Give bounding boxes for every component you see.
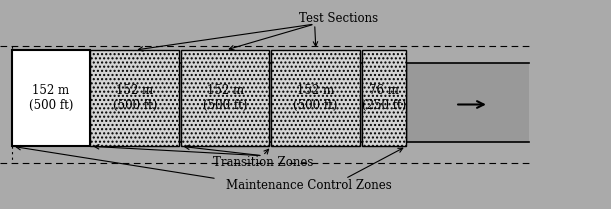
Bar [362,50,406,146]
Text: Maintenance Control Zones: Maintenance Control Zones [226,179,392,192]
Bar [271,50,360,146]
Text: 152 m
(500 ft): 152 m (500 ft) [203,84,247,112]
Bar [12,63,529,142]
Text: 76 m
(250 ft): 76 m (250 ft) [362,84,406,112]
Text: 152 m
(500 ft): 152 m (500 ft) [112,84,157,112]
Bar [12,50,90,146]
Bar [181,50,269,146]
Text: 152 m
(500 ft): 152 m (500 ft) [293,84,338,112]
Text: 152 m
(500 ft): 152 m (500 ft) [29,84,73,112]
Bar [90,50,179,146]
Text: Test Sections: Test Sections [299,12,379,25]
Text: Transition Zones: Transition Zones [213,156,313,169]
